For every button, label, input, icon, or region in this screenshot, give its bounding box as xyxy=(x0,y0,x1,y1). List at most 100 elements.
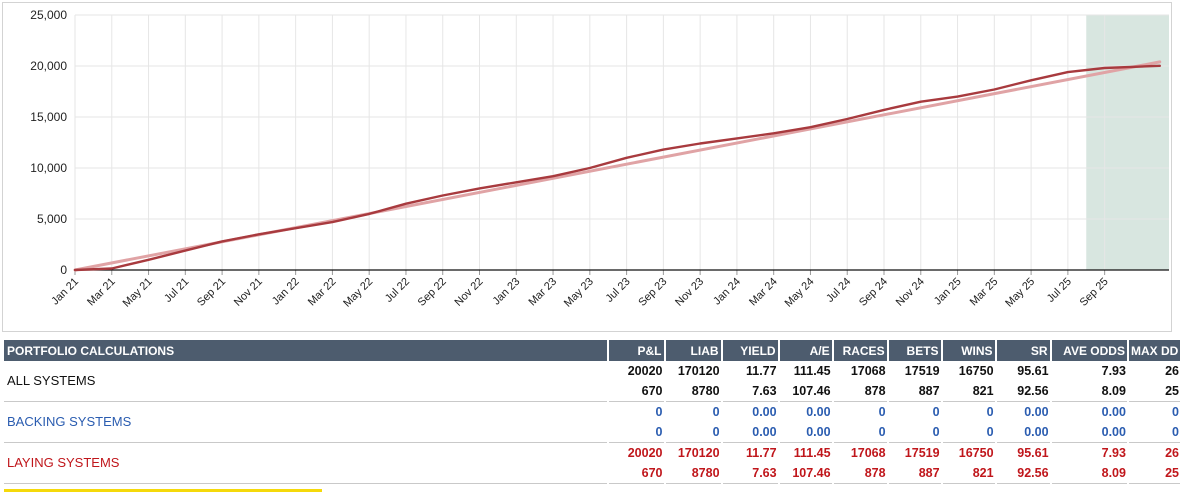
header-races[interactable]: RACES xyxy=(833,340,887,361)
cell-pnl: 20020 xyxy=(627,446,663,460)
table-row-all-systems: ALL SYSTEMS 20020 170120 11.77 111.45 17… xyxy=(4,361,1180,402)
x-tick-label: May 22 xyxy=(341,276,375,310)
cell-races: 17068 xyxy=(850,446,886,460)
x-tick-label: Jul 24 xyxy=(824,276,853,305)
cell-bets: 17519 xyxy=(904,446,940,460)
table-header-row: PORTFOLIO CALCULATIONS P&L LIAB YIELD A/… xyxy=(4,340,1180,361)
next-table-header-strip xyxy=(2,489,1182,492)
x-tick-label: Mar 22 xyxy=(306,276,339,309)
cell-sr: 92.56 xyxy=(996,381,1050,402)
cell-yield: 0.00 xyxy=(752,405,777,419)
cell-wins: 821 xyxy=(942,463,995,484)
x-tick-label: Jan 25 xyxy=(932,276,964,308)
table-row-backing-systems-line2: 0 0 0.00 0.00 0 0 0 0.00 0.00 0 xyxy=(4,422,1180,443)
cell-liab: 0 xyxy=(712,405,720,419)
x-tick-label: May 23 xyxy=(562,276,596,310)
x-tick-label: May 25 xyxy=(1003,276,1037,310)
cell-sr: 95.61 xyxy=(1017,446,1049,460)
cell-bets: 0 xyxy=(888,422,941,443)
cell-yield: 7.63 xyxy=(722,381,778,402)
cell-ave-odds: 0.00 xyxy=(1051,422,1127,443)
x-tick-label: Jan 23 xyxy=(491,276,523,308)
cell-pnl: 0 xyxy=(655,405,663,419)
cell-pnl: 20020 xyxy=(627,364,663,378)
row-label-backing-systems[interactable]: BACKING SYSTEMS xyxy=(4,402,608,443)
cell-pnl: 0 xyxy=(609,422,664,443)
header-sr[interactable]: SR xyxy=(996,340,1050,361)
x-tick-label: Mar 24 xyxy=(747,276,780,309)
cell-races: 878 xyxy=(833,463,887,484)
cell-ae: 107.46 xyxy=(779,381,832,402)
cell-max-dd: 25 xyxy=(1128,381,1180,402)
header-pnl[interactable]: P&L xyxy=(609,340,664,361)
cell-races: 878 xyxy=(833,381,887,402)
cell-max-dd: 0 xyxy=(1128,422,1180,443)
x-tick-label: Jul 23 xyxy=(603,276,632,305)
cell-ae: 111.45 xyxy=(793,364,831,378)
cell-sr: 92.56 xyxy=(996,463,1050,484)
x-tick-label: Nov 23 xyxy=(673,276,706,309)
x-tick-label: Sep 25 xyxy=(1078,276,1111,309)
x-tick-label: Mar 21 xyxy=(85,276,118,309)
cell-liab: 8780 xyxy=(665,381,721,402)
header-portfolio-calculations: PORTFOLIO CALCULATIONS xyxy=(4,340,608,361)
header-max-dd[interactable]: MAX DD xyxy=(1128,340,1180,361)
row-label-all-systems[interactable]: ALL SYSTEMS xyxy=(4,361,608,402)
x-tick-label: Nov 22 xyxy=(452,276,485,309)
cell-sr: 95.61 xyxy=(1017,364,1049,378)
equity-chart: 0 5,000 10,000 15,000 20,000 25,000 Jan 21 Mar … xyxy=(2,2,1172,332)
x-tick-label: Sep 24 xyxy=(857,276,890,309)
x-tick-label: Jan 21 xyxy=(49,276,81,308)
x-tick-label: May 21 xyxy=(121,276,155,310)
table-row-backing-systems: BACKING SYSTEMS 0 0 0.00 0.00 0 0 0 0.00… xyxy=(4,402,1180,443)
cell-ae: 0.00 xyxy=(806,405,831,419)
cell-bets: 887 xyxy=(888,381,941,402)
header-yield[interactable]: YIELD xyxy=(722,340,778,361)
cell-yield: 0.00 xyxy=(722,422,778,443)
cell-sr: 0.00 xyxy=(1024,405,1049,419)
cell-ave-odds: 7.93 xyxy=(1101,446,1126,460)
cell-ave-odds: 8.09 xyxy=(1051,463,1127,484)
cell-liab: 170120 xyxy=(677,364,720,378)
portfolio-calculations-table: PORTFOLIO CALCULATIONS P&L LIAB YIELD A/… xyxy=(2,340,1182,484)
header-wins[interactable]: WINS xyxy=(942,340,995,361)
cell-races: 0 xyxy=(878,405,886,419)
x-tick-label: Mar 25 xyxy=(968,276,1001,309)
shaded-region xyxy=(1086,15,1169,270)
row-label-laying-systems[interactable]: LAYING SYSTEMS xyxy=(4,443,608,484)
cell-ave-odds: 7.93 xyxy=(1101,364,1126,378)
cell-pnl: 670 xyxy=(609,463,664,484)
cell-ae: 0.00 xyxy=(779,422,832,443)
cell-liab: 170120 xyxy=(677,446,720,460)
header-ave-odds[interactable]: AVE ODDS xyxy=(1051,340,1127,361)
cell-bets: 887 xyxy=(888,463,941,484)
x-tick-label: May 24 xyxy=(783,276,817,310)
cell-max-dd: 26 xyxy=(1165,364,1179,378)
cell-races: 0 xyxy=(833,422,887,443)
pnl-line-series xyxy=(73,64,1162,272)
cell-wins: 821 xyxy=(942,381,995,402)
x-tick-label: Nov 24 xyxy=(894,276,927,309)
header-bets[interactable]: BETS xyxy=(888,340,941,361)
cell-ave-odds: 8.09 xyxy=(1051,381,1127,402)
cell-wins: 16750 xyxy=(958,364,994,378)
cell-max-dd: 26 xyxy=(1165,446,1179,460)
y-tick-label: 5,000 xyxy=(37,212,67,226)
x-tick-label: Sep 22 xyxy=(416,276,449,309)
header-ae[interactable]: A/E xyxy=(779,340,832,361)
x-tick-label: Mar 23 xyxy=(526,276,559,309)
x-tick-label: Sep 21 xyxy=(195,276,228,309)
header-liab[interactable]: LIAB xyxy=(665,340,721,361)
cell-yield: 11.77 xyxy=(746,446,777,460)
cell-bets: 0 xyxy=(932,405,940,419)
cell-ae: 111.45 xyxy=(793,446,831,460)
portfolio-table-container: PORTFOLIO CALCULATIONS P&L LIAB YIELD A/… xyxy=(2,340,1182,484)
x-tick-label: Jul 22 xyxy=(383,276,412,305)
cell-wins: 0 xyxy=(942,422,995,443)
x-tick-label: Jul 25 xyxy=(1045,276,1074,305)
cell-wins: 0 xyxy=(986,405,994,419)
y-tick-label: 10,000 xyxy=(30,161,67,175)
cell-liab: 8780 xyxy=(665,463,721,484)
table-row-all-systems-line2: 670 8780 7.63 107.46 878 887 821 92.56 8… xyxy=(4,381,1180,402)
